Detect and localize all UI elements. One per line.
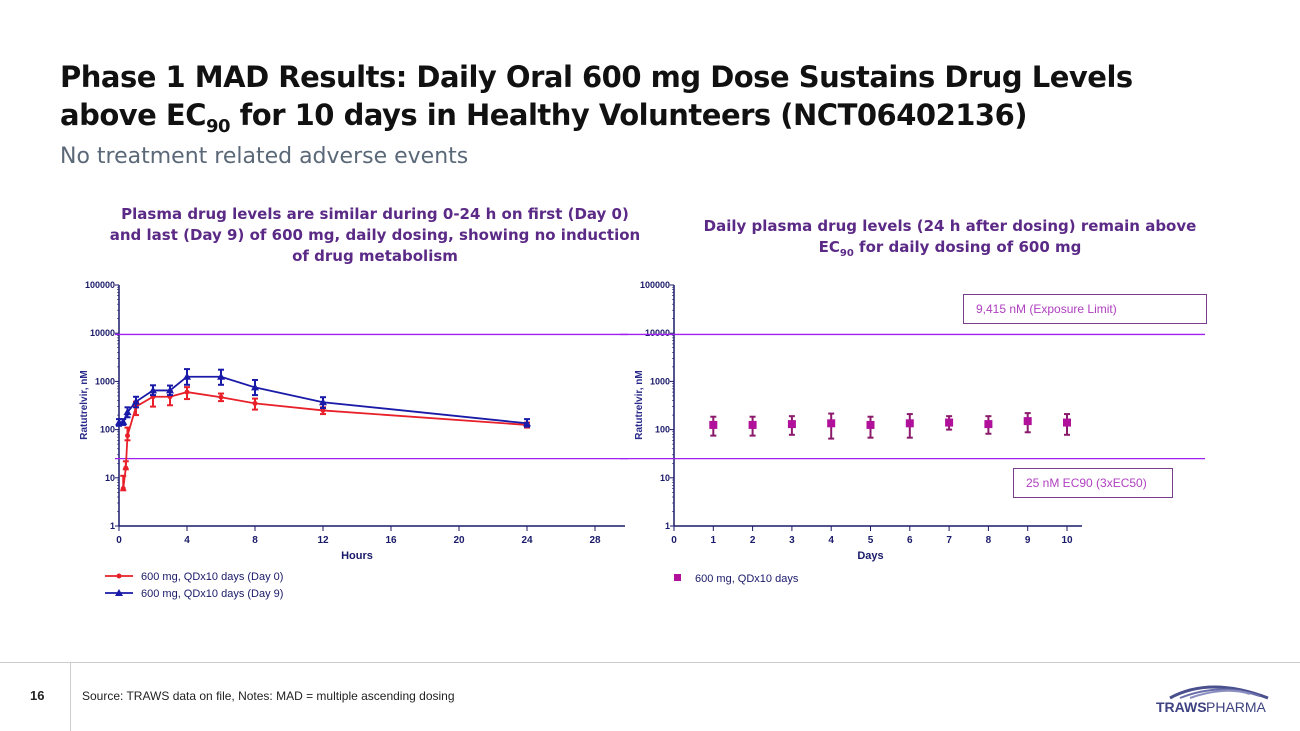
data-point [1023, 417, 1032, 426]
legend-label: 600 mg, QDx10 days (Day 0) [141, 571, 283, 583]
svg-text:TRAWS: TRAWS [1156, 699, 1207, 715]
data-point [748, 420, 757, 429]
x-axis-label: Days [857, 550, 883, 562]
footer-divider [0, 662, 1300, 663]
page-number: 16 [30, 688, 45, 703]
footer-separator [70, 662, 71, 731]
x-tick-label: 12 [317, 535, 329, 546]
data-point [217, 372, 225, 380]
slide-title: Phase 1 MAD Results: Daily Oral 600 mg D… [60, 60, 1133, 137]
x-axis-label: Hours [341, 550, 373, 562]
x-tick-label: 9 [1025, 535, 1031, 546]
x-tick-label: 16 [385, 535, 397, 546]
data-point [787, 420, 796, 429]
legend-marker [116, 573, 122, 579]
y-tick-label: 10000 [90, 328, 115, 338]
x-tick-label: 0 [671, 535, 677, 546]
data-point [183, 372, 191, 380]
y-tick-label: 1 [110, 521, 115, 531]
y-tick-label: 100000 [85, 280, 115, 290]
legend-marker [115, 589, 123, 596]
data-point [984, 420, 993, 429]
traws-pharma-logo: TRAWS PHARMA [1156, 685, 1269, 715]
data-point [905, 419, 914, 428]
data-point [125, 433, 130, 439]
left-chart-title: Plasma drug levels are similar during 0-… [109, 205, 641, 265]
x-tick-label: 10 [1061, 535, 1073, 546]
svg-text:PHARMA: PHARMA [1206, 699, 1267, 715]
x-tick-label: 8 [252, 535, 258, 546]
data-point [252, 400, 258, 406]
x-tick-label: 6 [907, 535, 913, 546]
legend-marker [674, 574, 681, 581]
x-tick-label: 4 [828, 535, 834, 546]
x-tick-label: 1 [711, 535, 717, 546]
ec90-label: 25 nM EC90 (3xEC50) [1013, 468, 1173, 498]
y-axis-label: Ratutrelvir, nM [634, 370, 645, 439]
y-tick-label: 1 [665, 521, 670, 531]
data-point [184, 389, 190, 395]
legend-label: 600 mg, QDx10 days (Day 9) [141, 588, 283, 600]
data-point [149, 386, 157, 394]
x-tick-label: 0 [116, 535, 122, 546]
y-tick-label: 100000 [640, 280, 670, 290]
y-tick-label: 10 [105, 473, 115, 483]
y-tick-label: 100 [655, 425, 670, 435]
x-tick-label: 2 [750, 535, 756, 546]
data-point [166, 386, 174, 394]
y-tick-label: 100 [100, 425, 115, 435]
data-point [1063, 418, 1071, 427]
data-point [123, 408, 132, 416]
data-point [123, 465, 129, 471]
y-tick-label: 10000 [645, 328, 670, 338]
y-tick-label: 1000 [95, 376, 115, 386]
right-chart-title: Daily plasma drug levels (24 h after dos… [703, 217, 1197, 259]
x-tick-label: 7 [946, 535, 952, 546]
y-axis-label: Ratutrelvir, nM [79, 370, 90, 439]
x-tick-label: 4 [184, 535, 190, 546]
exposure-limit-label: 9,415 nM (Exposure Limit) [963, 294, 1207, 324]
data-point [945, 418, 954, 427]
data-point [320, 407, 326, 413]
data-point [866, 420, 875, 429]
y-tick-label: 10 [660, 473, 670, 483]
x-tick-label: 28 [589, 535, 601, 546]
data-point [827, 419, 836, 428]
x-tick-label: 20 [453, 535, 465, 546]
x-tick-label: 24 [521, 535, 533, 546]
data-point [319, 398, 327, 406]
data-point [132, 397, 140, 405]
slide-subtitle: No treatment related adverse events [60, 144, 469, 169]
x-tick-label: 5 [868, 535, 874, 546]
data-point [218, 394, 224, 400]
x-tick-label: 3 [789, 535, 795, 546]
data-point [120, 485, 126, 491]
y-tick-label: 1000 [650, 376, 670, 386]
data-point [119, 417, 128, 425]
data-point [523, 419, 531, 427]
data-point [709, 420, 718, 429]
x-tick-label: 8 [986, 535, 992, 546]
data-point [251, 383, 259, 391]
source-note: Source: TRAWS data on file, Notes: MAD =… [82, 689, 455, 703]
legend-label: 600 mg, QDx10 days [695, 573, 799, 585]
